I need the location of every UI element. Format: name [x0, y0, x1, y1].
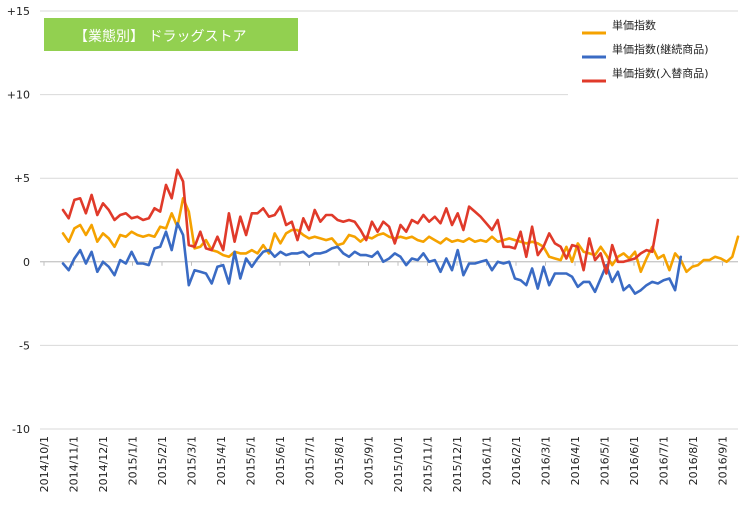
x-axis-ticks: 2014/10/1 2014/11/1 2014/12/1 2015/1/1 2015/… [38, 261, 730, 492]
x-tick-label: 2014/11/1 [68, 436, 81, 492]
series-line-2 [61, 168, 660, 275]
x-tick-label: 2015/11/1 [422, 436, 435, 492]
x-tick-label: 2016/9/1 [717, 436, 730, 485]
x-tick-label: 2014/12/1 [97, 436, 110, 492]
x-tick-label: 2016/1/1 [481, 436, 494, 485]
y-tick-label: 0 [23, 256, 30, 269]
x-tick-label: 2016/6/1 [628, 436, 641, 485]
x-tick-label: 2015/2/1 [156, 436, 169, 485]
chart-title: 【業態別】 ドラッグストア [44, 18, 298, 51]
x-tick-label: 2016/2/1 [510, 436, 523, 485]
x-tick-label: 2016/8/1 [687, 436, 700, 485]
x-tick-label: 2015/12/1 [451, 436, 464, 492]
legend-label: 単価指数(入替商品) [612, 66, 709, 80]
x-tick-label: 2015/5/1 [245, 436, 258, 485]
x-tick-label: 2014/10/1 [38, 436, 51, 492]
y-tick-label: -5 [19, 339, 30, 352]
x-tick-label: 2015/9/1 [363, 436, 376, 485]
x-tick-label: 2016/4/1 [569, 436, 582, 485]
x-tick-label: 2016/5/1 [599, 436, 612, 485]
x-tick-label: 2016/3/1 [540, 436, 553, 485]
x-tick-label: 2015/8/1 [333, 436, 346, 485]
x-tick-label: 2015/3/1 [186, 436, 199, 485]
legend-label: 単価指数(継続商品) [612, 42, 709, 56]
series-lines [61, 168, 740, 295]
x-tick-label: 2015/6/1 [274, 436, 287, 485]
x-tick-label: 2015/4/1 [215, 436, 228, 485]
chart-title-box [44, 18, 298, 51]
y-axis-ticks: +15 +10 +5 0 -5 -10 [7, 5, 30, 436]
y-tick-label: +15 [7, 5, 30, 18]
x-tick-label: 2015/1/1 [127, 436, 140, 485]
legend-label: 単価指数 [612, 18, 656, 32]
series-line-0 [61, 197, 740, 274]
series-line-1 [61, 222, 683, 295]
y-tick-label: +5 [14, 172, 30, 185]
chart-title-text: 【業態別】 ドラッグストア [74, 29, 246, 45]
y-tick-label: +10 [7, 89, 30, 102]
x-tick-label: 2015/10/1 [392, 436, 405, 492]
x-tick-label: 2016/7/1 [658, 436, 671, 485]
y-tick-label: -10 [12, 423, 30, 436]
x-tick-label: 2015/7/1 [304, 436, 317, 485]
